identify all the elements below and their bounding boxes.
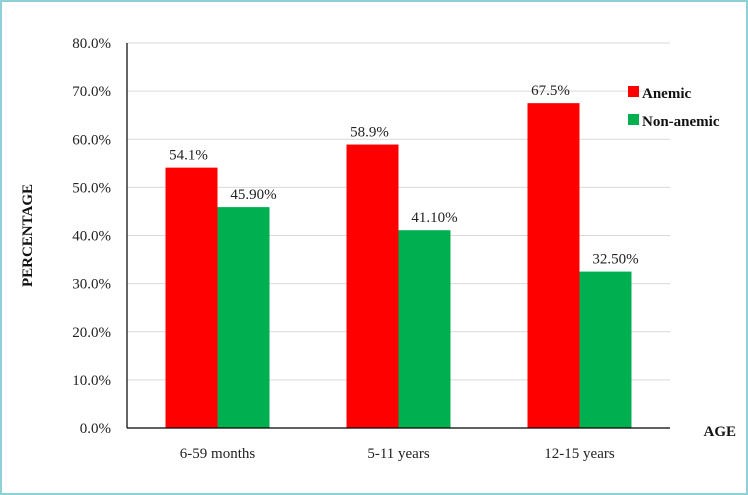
- data-label: 67.5%: [531, 83, 570, 99]
- y-tick-label: 70.0%: [72, 84, 111, 100]
- y-tick-label: 30.0%: [72, 277, 111, 293]
- bar-anemic: [346, 144, 399, 428]
- y-axis-ticks: 0.0% 10.0% 20.0% 30.0% 40.0% 50.0% 60.0% 70.0% 8…: [72, 36, 111, 437]
- data-label: 41.10%: [411, 210, 457, 226]
- data-label: 45.90%: [230, 187, 276, 203]
- legend-swatch: [628, 86, 639, 97]
- y-tick-label: 80.0%: [72, 36, 111, 52]
- bar-non-anemic: [217, 207, 270, 428]
- data-label: 54.1%: [169, 148, 208, 164]
- bar-non-anemic: [579, 271, 632, 428]
- bars: [165, 103, 632, 429]
- x-category-label: 12-15 years: [544, 446, 615, 462]
- legend-label: Non-anemic: [642, 114, 720, 130]
- y-tick-label: 40.0%: [72, 229, 111, 245]
- x-axis-title: AGE: [703, 424, 736, 440]
- y-tick-label: 50.0%: [72, 180, 111, 196]
- y-tick-label: 10.0%: [72, 373, 111, 389]
- y-tick-label: 60.0%: [72, 132, 111, 148]
- y-tick-label: 20.0%: [72, 325, 111, 341]
- data-label: 32.50%: [592, 252, 638, 268]
- x-category-label: 6-59 months: [180, 446, 256, 462]
- y-axis-title: PERCENTAGE: [20, 184, 36, 287]
- bar-anemic: [527, 103, 580, 428]
- x-category-label: 5-11 years: [367, 446, 429, 462]
- data-labels: 54.1% 45.90% 58.9% 41.10% 67.5% 32.50%: [169, 83, 639, 267]
- data-label: 58.9%: [350, 125, 389, 141]
- y-tick-label: 0.0%: [80, 421, 111, 437]
- x-axis-categories: 6-59 months 5-11 years 12-15 years: [180, 446, 615, 462]
- bar-anemic: [165, 167, 218, 429]
- legend: Anemic Non-anemic: [628, 86, 720, 130]
- legend-swatch: [628, 114, 639, 125]
- legend-label: Anemic: [642, 86, 691, 102]
- bar-non-anemic: [398, 230, 451, 428]
